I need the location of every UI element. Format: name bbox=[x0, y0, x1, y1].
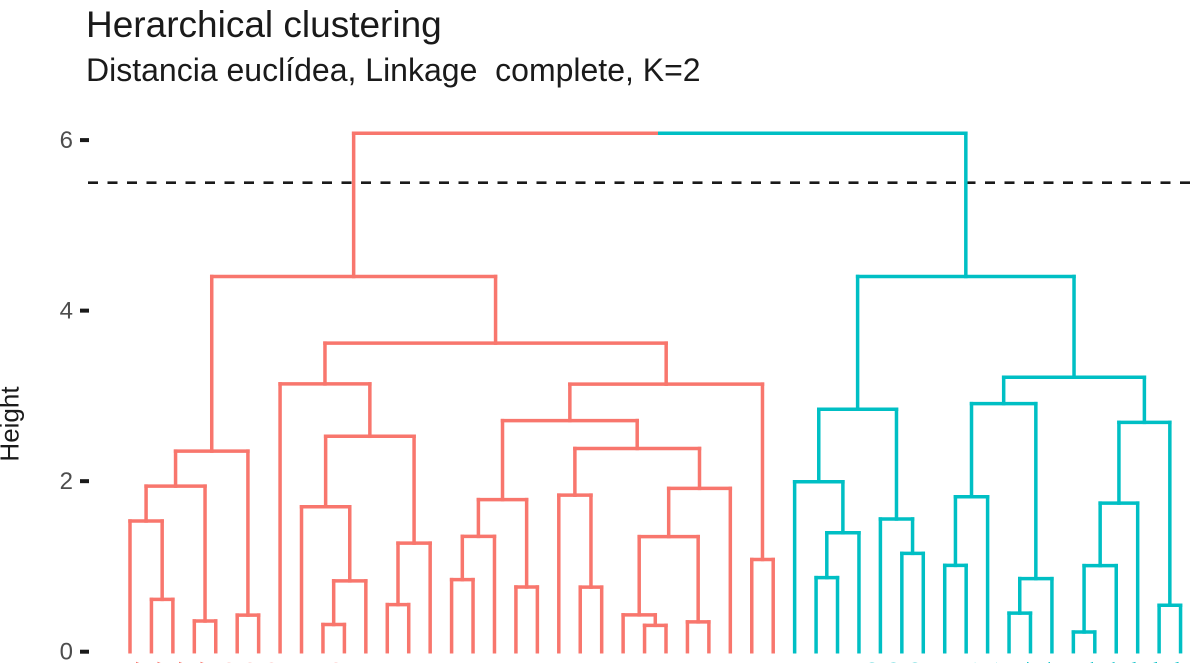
svg-text:6: 6 bbox=[60, 127, 73, 154]
svg-text:0: 0 bbox=[60, 639, 73, 663]
svg-text:4: 4 bbox=[60, 298, 73, 325]
svg-text:2: 2 bbox=[60, 468, 73, 495]
